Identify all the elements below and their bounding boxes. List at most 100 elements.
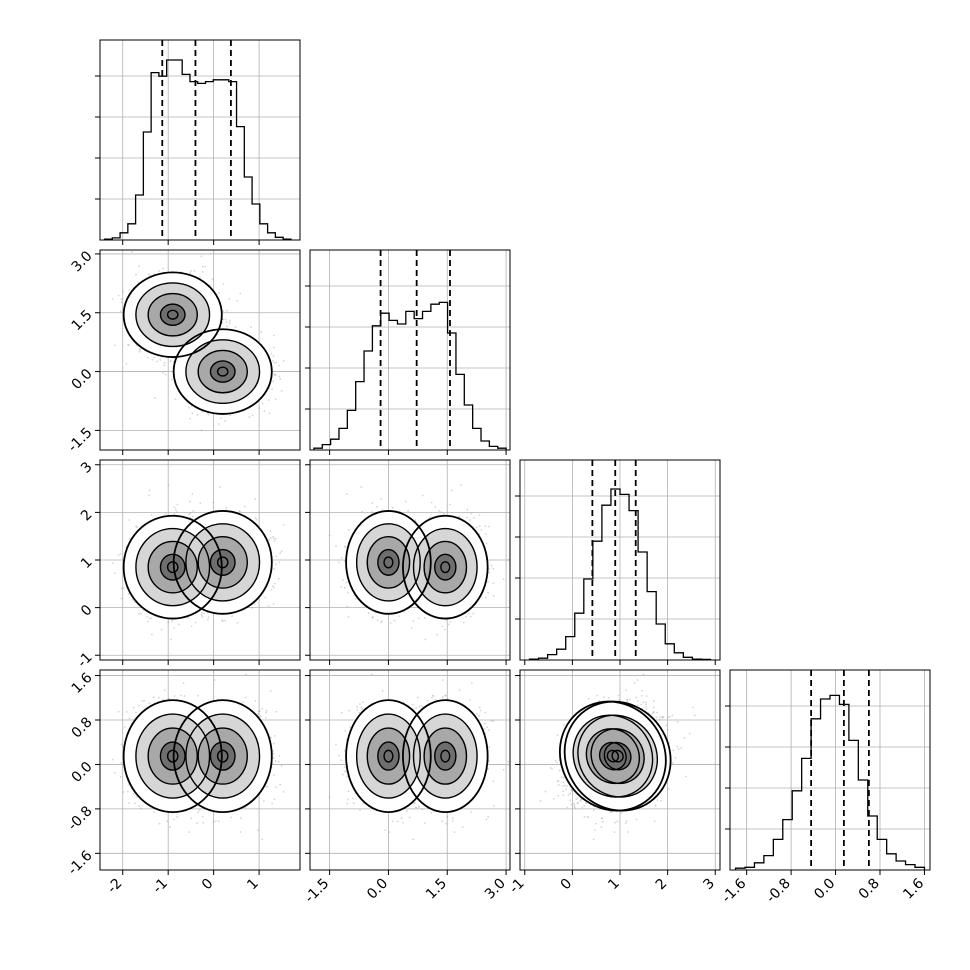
scatter-point — [148, 489, 151, 492]
scatter-point — [153, 397, 156, 399]
scatter-point — [273, 361, 276, 364]
scatter-point — [196, 414, 199, 416]
scatter-point — [160, 628, 163, 631]
contour-line — [197, 349, 248, 394]
scatter-point — [225, 506, 228, 509]
scatter-point — [174, 398, 177, 401]
scatter-point — [248, 416, 251, 419]
scatter-point — [148, 617, 151, 620]
scatter-point — [220, 417, 222, 420]
scatter-point — [250, 326, 253, 329]
scatter-point — [228, 298, 231, 300]
scatter-point — [254, 497, 257, 500]
scatter-point — [275, 374, 277, 377]
y-tick-label: 3.0 — [69, 248, 96, 275]
scatter-point — [120, 298, 123, 301]
scatter-point — [125, 362, 128, 365]
scatter-point — [260, 331, 263, 334]
scatter-point — [113, 572, 116, 575]
scatter-point — [272, 359, 274, 362]
scatter-point — [200, 255, 203, 258]
panel-content — [100, 40, 300, 240]
scatter-point — [167, 484, 170, 487]
scatter-point — [176, 503, 179, 506]
scatter-point — [128, 289, 131, 292]
scatter-point — [147, 273, 150, 276]
y-tick-label: 0.0 — [69, 366, 96, 393]
scatter-point — [137, 281, 140, 284]
scatter-point — [274, 398, 277, 401]
scatter-point — [218, 292, 220, 294]
scatter-point — [206, 618, 209, 621]
scatter-point — [138, 265, 141, 268]
scatter-point — [254, 517, 257, 519]
scatter-point — [219, 486, 221, 488]
scatter-point — [138, 612, 140, 615]
scatter-point — [119, 552, 122, 555]
scatter-point — [173, 506, 176, 509]
scatter-point — [238, 510, 241, 513]
contour-line — [135, 282, 211, 348]
scatter-point — [280, 550, 283, 553]
scatter-point — [119, 310, 122, 313]
contour-line — [147, 292, 198, 337]
scatter-point — [138, 350, 141, 353]
panel-frame — [99, 249, 301, 451]
scatter-point — [159, 359, 162, 361]
scatter-point — [225, 309, 228, 312]
scatter-point — [268, 539, 270, 541]
scatter-point — [225, 321, 228, 323]
scatter-point — [267, 399, 270, 402]
scatter-point — [207, 413, 210, 416]
scatter-point — [189, 500, 192, 503]
scatter-point — [147, 356, 149, 359]
scatter-point — [231, 615, 233, 618]
scatter-point — [239, 510, 241, 513]
y-tick-label: -1.5 — [65, 425, 96, 456]
scatter-point — [113, 344, 116, 347]
scatter-point — [272, 373, 275, 376]
scatter-point — [279, 378, 282, 380]
scatter-point — [149, 274, 152, 277]
scatter-point — [190, 625, 193, 628]
density-fill — [210, 360, 236, 383]
scatter-point — [267, 605, 270, 608]
scatter-point — [220, 619, 223, 622]
scatter-point — [239, 292, 242, 295]
scatter-point — [174, 508, 177, 511]
scatter-point — [140, 612, 142, 615]
scatter-point — [162, 267, 164, 270]
scatter-point — [222, 318, 224, 321]
scatter-point — [273, 373, 276, 376]
scatter-point — [128, 344, 130, 347]
scatter-point — [156, 360, 159, 363]
panel-content — [100, 460, 300, 660]
scatter-point — [269, 536, 272, 539]
scatter-point — [164, 373, 167, 376]
scatter-point — [128, 519, 131, 521]
contour-line — [166, 309, 179, 320]
scatter-point — [273, 582, 276, 585]
scatter-point — [189, 512, 192, 515]
scatter-point — [275, 361, 278, 364]
scatter-point — [139, 349, 142, 352]
panel-1-0: -1.50.01.53.0 — [65, 248, 301, 455]
scatter-point — [194, 621, 197, 624]
scatter-point — [120, 597, 123, 600]
scatter-point — [200, 614, 203, 617]
scatter-point — [173, 512, 176, 515]
scatter-point — [268, 412, 271, 415]
scatter-point — [222, 620, 224, 623]
scatter-point — [135, 273, 137, 276]
scatter-point — [234, 326, 237, 328]
scatter-point — [147, 620, 149, 623]
scatter-point — [162, 371, 165, 374]
scatter-point — [228, 322, 231, 325]
scatter-point — [251, 414, 254, 417]
scatter-point — [278, 561, 281, 564]
scatter-point — [282, 359, 285, 362]
scatter-point — [258, 407, 261, 409]
scatter-point — [131, 250, 134, 253]
scatter-point — [279, 552, 282, 555]
histogram-line — [313, 301, 507, 450]
